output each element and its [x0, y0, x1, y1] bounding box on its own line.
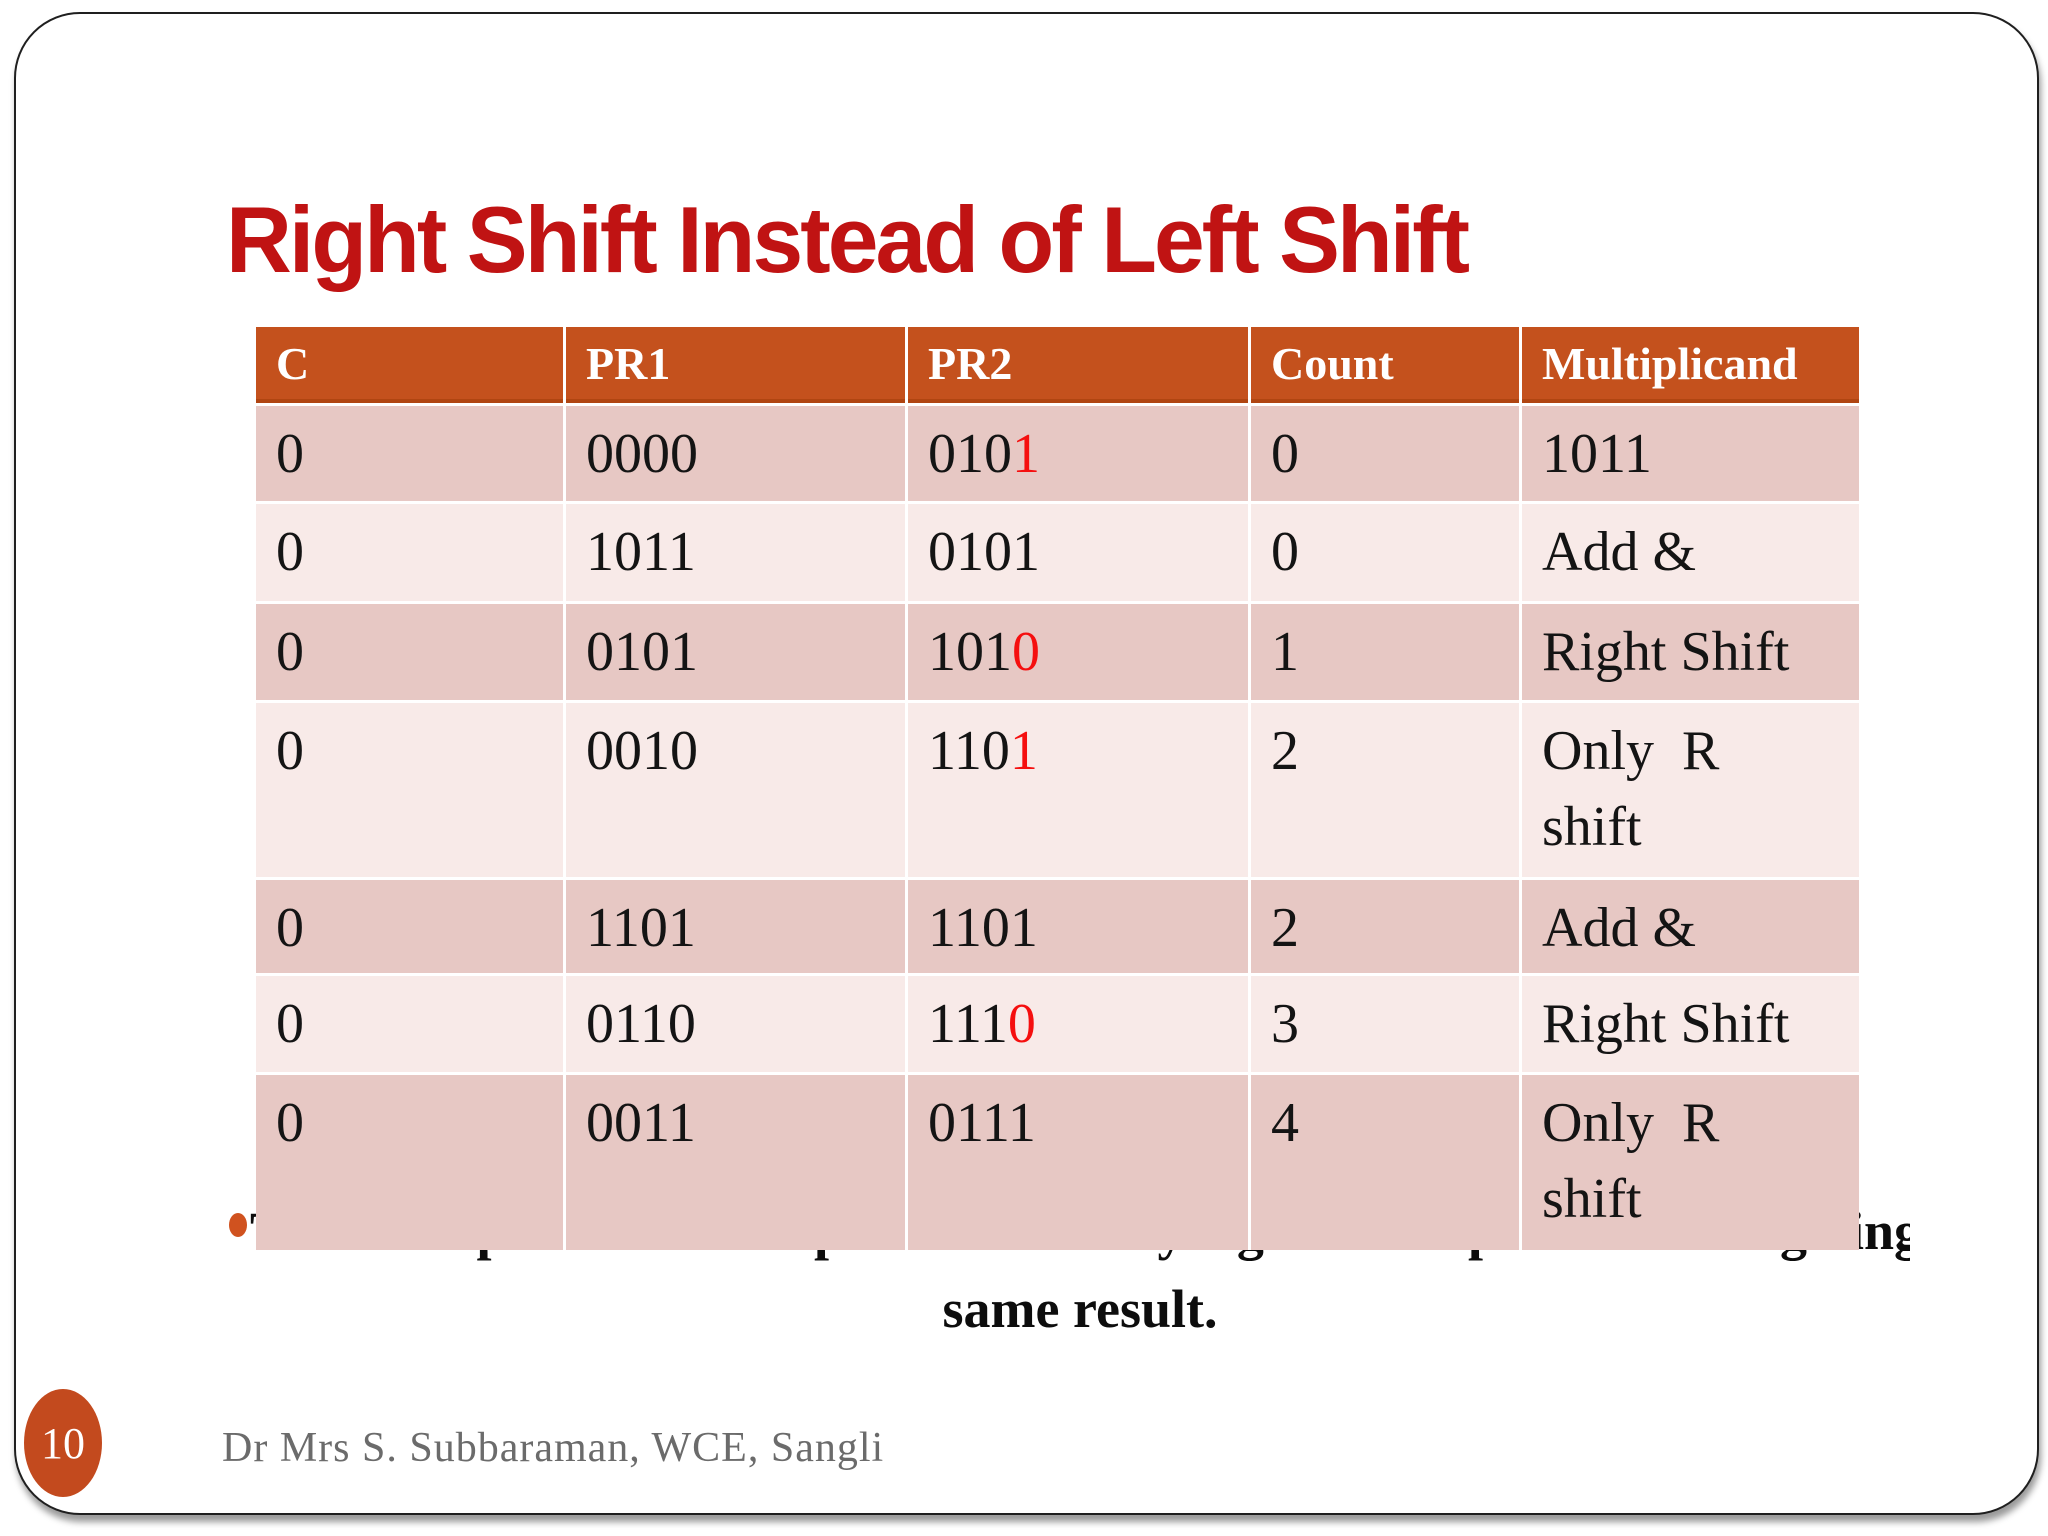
pr2-red-digit: 1	[1012, 423, 1040, 485]
cell-r1-pr2: 0101	[908, 406, 1248, 501]
header-cell-pr1: PR1	[566, 327, 905, 403]
header-cell-count: Count	[1251, 327, 1519, 403]
cell-r6-c: 0	[256, 976, 563, 1072]
cell-r1-multiplicand: 1011	[1522, 406, 1859, 501]
cell-r5-c: 0	[256, 880, 563, 973]
multiplication-steps-table: C PR1 PR2 Count Multiplicand 0 0000 0101 0 1011 0 1…	[256, 327, 1859, 1250]
cell-r7-c: 0	[256, 1075, 563, 1250]
cell-r4-multiplicand: Only R shift	[1522, 703, 1859, 877]
header-cell-c: C	[256, 327, 563, 403]
cell-r5-pr2: 1101	[908, 880, 1248, 973]
pr2-black-digits: 101	[928, 621, 1012, 683]
page-number: 10	[41, 1418, 85, 1468]
cell-r3-pr1: 0101	[566, 604, 905, 700]
cell-r2-c: 0	[256, 504, 563, 601]
cell-r6-pr2: 1110	[908, 976, 1248, 1072]
cell-r2-pr1: 1011	[566, 504, 905, 601]
cell-r6-pr1: 0110	[566, 976, 905, 1072]
cell-r3-count: 1	[1251, 604, 1519, 700]
cell-r1-pr1: 0000	[566, 406, 905, 501]
pr2-black-digits: 0101	[928, 521, 1040, 583]
cell-r7-pr2: 0111	[908, 1075, 1248, 1250]
cell-r4-pr2: 1101	[908, 703, 1248, 877]
page-number-badge: 10	[24, 1389, 102, 1497]
cell-r6-count: 3	[1251, 976, 1519, 1072]
pr2-red-digit: 0	[1007, 993, 1036, 1055]
cell-r5-pr1: 1101	[566, 880, 905, 973]
pr2-red-digit: 0	[1012, 621, 1040, 683]
slide-title: Right Shift Instead of Left Shift	[226, 187, 1470, 292]
cell-r4-c: 0	[256, 703, 563, 877]
cell-r2-multiplicand: Add &	[1522, 504, 1859, 601]
cell-r4-count: 2	[1251, 703, 1519, 877]
cell-r1-c: 0	[256, 406, 563, 501]
pr2-black-digits: 111	[928, 993, 1008, 1055]
header-cell-multiplicand: Multiplicand	[1522, 327, 1859, 403]
cell-r5-count: 2	[1251, 880, 1519, 973]
cell-r3-pr2: 1010	[908, 604, 1248, 700]
cell-r7-count: 4	[1251, 1075, 1519, 1250]
caption-line-visible: same result.	[942, 1279, 1218, 1339]
header-cell-pr2: PR2	[908, 327, 1248, 403]
bullet-dot-icon	[229, 1213, 247, 1237]
cell-r6-multiplicand: Right Shift	[1522, 976, 1859, 1072]
cell-r2-pr2: 0101	[908, 504, 1248, 601]
cell-r3-c: 0	[256, 604, 563, 700]
cell-r2-count: 0	[1251, 504, 1519, 601]
pr2-black-digits: 1101	[928, 897, 1038, 959]
cell-r4-pr1: 0010	[566, 703, 905, 877]
cell-r5-multiplicand: Add &	[1522, 880, 1859, 973]
cell-r7-pr1: 0011	[566, 1075, 905, 1250]
pr2-black-digits: 0111	[928, 1092, 1036, 1154]
pr2-black-digits: 110	[928, 720, 1010, 782]
cell-r3-multiplicand: Right Shift	[1522, 604, 1859, 700]
footer-credit: Dr Mrs S. Subbaraman, WCE, Sangli	[222, 1425, 885, 1471]
cell-r1-count: 0	[1251, 406, 1519, 501]
pr2-red-digit: 1	[1009, 720, 1038, 782]
cell-r7-multiplicand: Only R shift	[1522, 1075, 1859, 1250]
pr2-black-digits: 010	[928, 423, 1012, 485]
